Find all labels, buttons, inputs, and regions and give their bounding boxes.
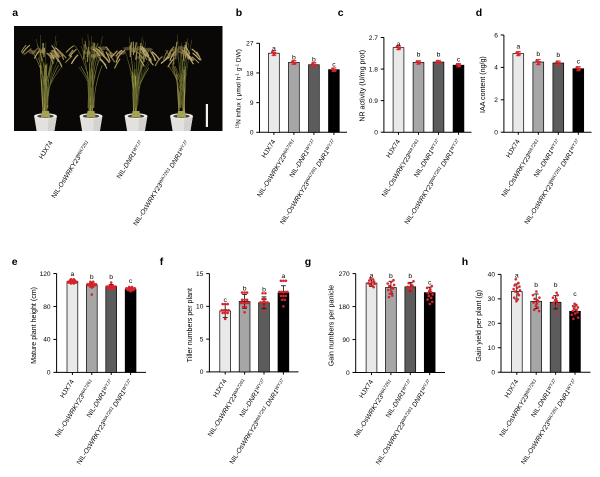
svg-text:4: 4 <box>494 65 498 72</box>
svg-text:a: a <box>71 271 75 278</box>
svg-text:b: b <box>236 7 242 19</box>
svg-text:0: 0 <box>250 130 254 137</box>
svg-text:b: b <box>534 282 538 289</box>
svg-text:b: b <box>437 52 441 59</box>
svg-text:180: 180 <box>339 304 350 311</box>
svg-text:c: c <box>338 7 344 19</box>
svg-text:b: b <box>554 282 558 289</box>
svg-text:a: a <box>370 273 374 280</box>
svg-text:6: 6 <box>494 32 498 39</box>
svg-text:b: b <box>243 286 247 293</box>
svg-text:Mature plant height (cm): Mature plant height (cm) <box>30 287 38 364</box>
svg-text:b: b <box>262 287 266 294</box>
svg-text:c: c <box>573 291 577 298</box>
svg-text:b: b <box>536 51 540 58</box>
svg-text:c: c <box>428 280 432 287</box>
svg-text:b: b <box>389 273 393 280</box>
svg-text:0: 0 <box>374 130 378 137</box>
svg-text:2.7: 2.7 <box>369 35 378 42</box>
svg-text:g: g <box>305 256 311 268</box>
svg-text:Gain yield per plant (g): Gain yield per plant (g) <box>475 290 483 362</box>
svg-text:40: 40 <box>488 272 496 279</box>
svg-text:h: h <box>462 256 468 268</box>
svg-text:120: 120 <box>40 271 51 278</box>
svg-text:b: b <box>292 55 296 62</box>
svg-text:f: f <box>160 256 164 268</box>
svg-text:b: b <box>408 273 412 280</box>
svg-text:Gain numbers per panicle: Gain numbers per panicle <box>328 285 336 366</box>
svg-text:10: 10 <box>488 345 496 352</box>
svg-text:NR activity (U/mg prot): NR activity (U/mg prot) <box>359 50 367 122</box>
svg-text:270: 270 <box>339 271 350 278</box>
svg-text:15N influx ( μmol h-1 g-1 DW): 15N influx ( μmol h-1 g-1 DW) <box>235 49 243 128</box>
svg-text:10: 10 <box>196 304 204 311</box>
svg-text:b: b <box>109 274 113 281</box>
svg-text:15: 15 <box>196 271 204 278</box>
svg-text:9: 9 <box>250 100 254 107</box>
svg-text:Tiller numbers per plant: Tiller numbers per plant <box>186 288 194 362</box>
svg-text:5: 5 <box>200 336 204 343</box>
svg-text:18: 18 <box>246 70 254 77</box>
svg-text:c: c <box>223 297 227 304</box>
svg-text:a: a <box>397 41 401 48</box>
svg-text:e: e <box>12 256 18 268</box>
svg-text:c: c <box>332 62 336 69</box>
svg-text:27: 27 <box>246 41 254 48</box>
svg-text:c: c <box>577 59 581 66</box>
svg-text:0: 0 <box>491 370 495 377</box>
svg-text:a: a <box>282 273 286 280</box>
svg-text:2: 2 <box>494 97 498 104</box>
svg-text:30: 30 <box>488 296 496 303</box>
svg-text:90: 90 <box>342 337 350 344</box>
svg-text:80: 80 <box>43 304 51 311</box>
svg-text:0: 0 <box>200 369 204 376</box>
svg-text:20: 20 <box>488 321 496 328</box>
svg-text:b: b <box>556 52 560 59</box>
svg-text:0: 0 <box>494 130 498 137</box>
svg-text:d: d <box>476 7 482 19</box>
svg-text:0: 0 <box>346 370 350 377</box>
svg-text:a: a <box>516 44 520 51</box>
svg-text:c: c <box>129 278 133 285</box>
svg-text:a: a <box>12 7 18 19</box>
svg-text:b: b <box>312 57 316 64</box>
svg-text:c: c <box>457 57 461 64</box>
svg-text:0: 0 <box>47 370 51 377</box>
svg-text:40: 40 <box>43 337 51 344</box>
svg-text:1.8: 1.8 <box>369 66 378 73</box>
svg-text:b: b <box>90 274 94 281</box>
svg-text:IAA content (ng/g): IAA content (ng/g) <box>479 56 487 113</box>
svg-text:a: a <box>515 273 519 280</box>
svg-text:a: a <box>272 46 276 53</box>
svg-text:0.9: 0.9 <box>369 98 378 105</box>
svg-text:b: b <box>417 52 421 59</box>
